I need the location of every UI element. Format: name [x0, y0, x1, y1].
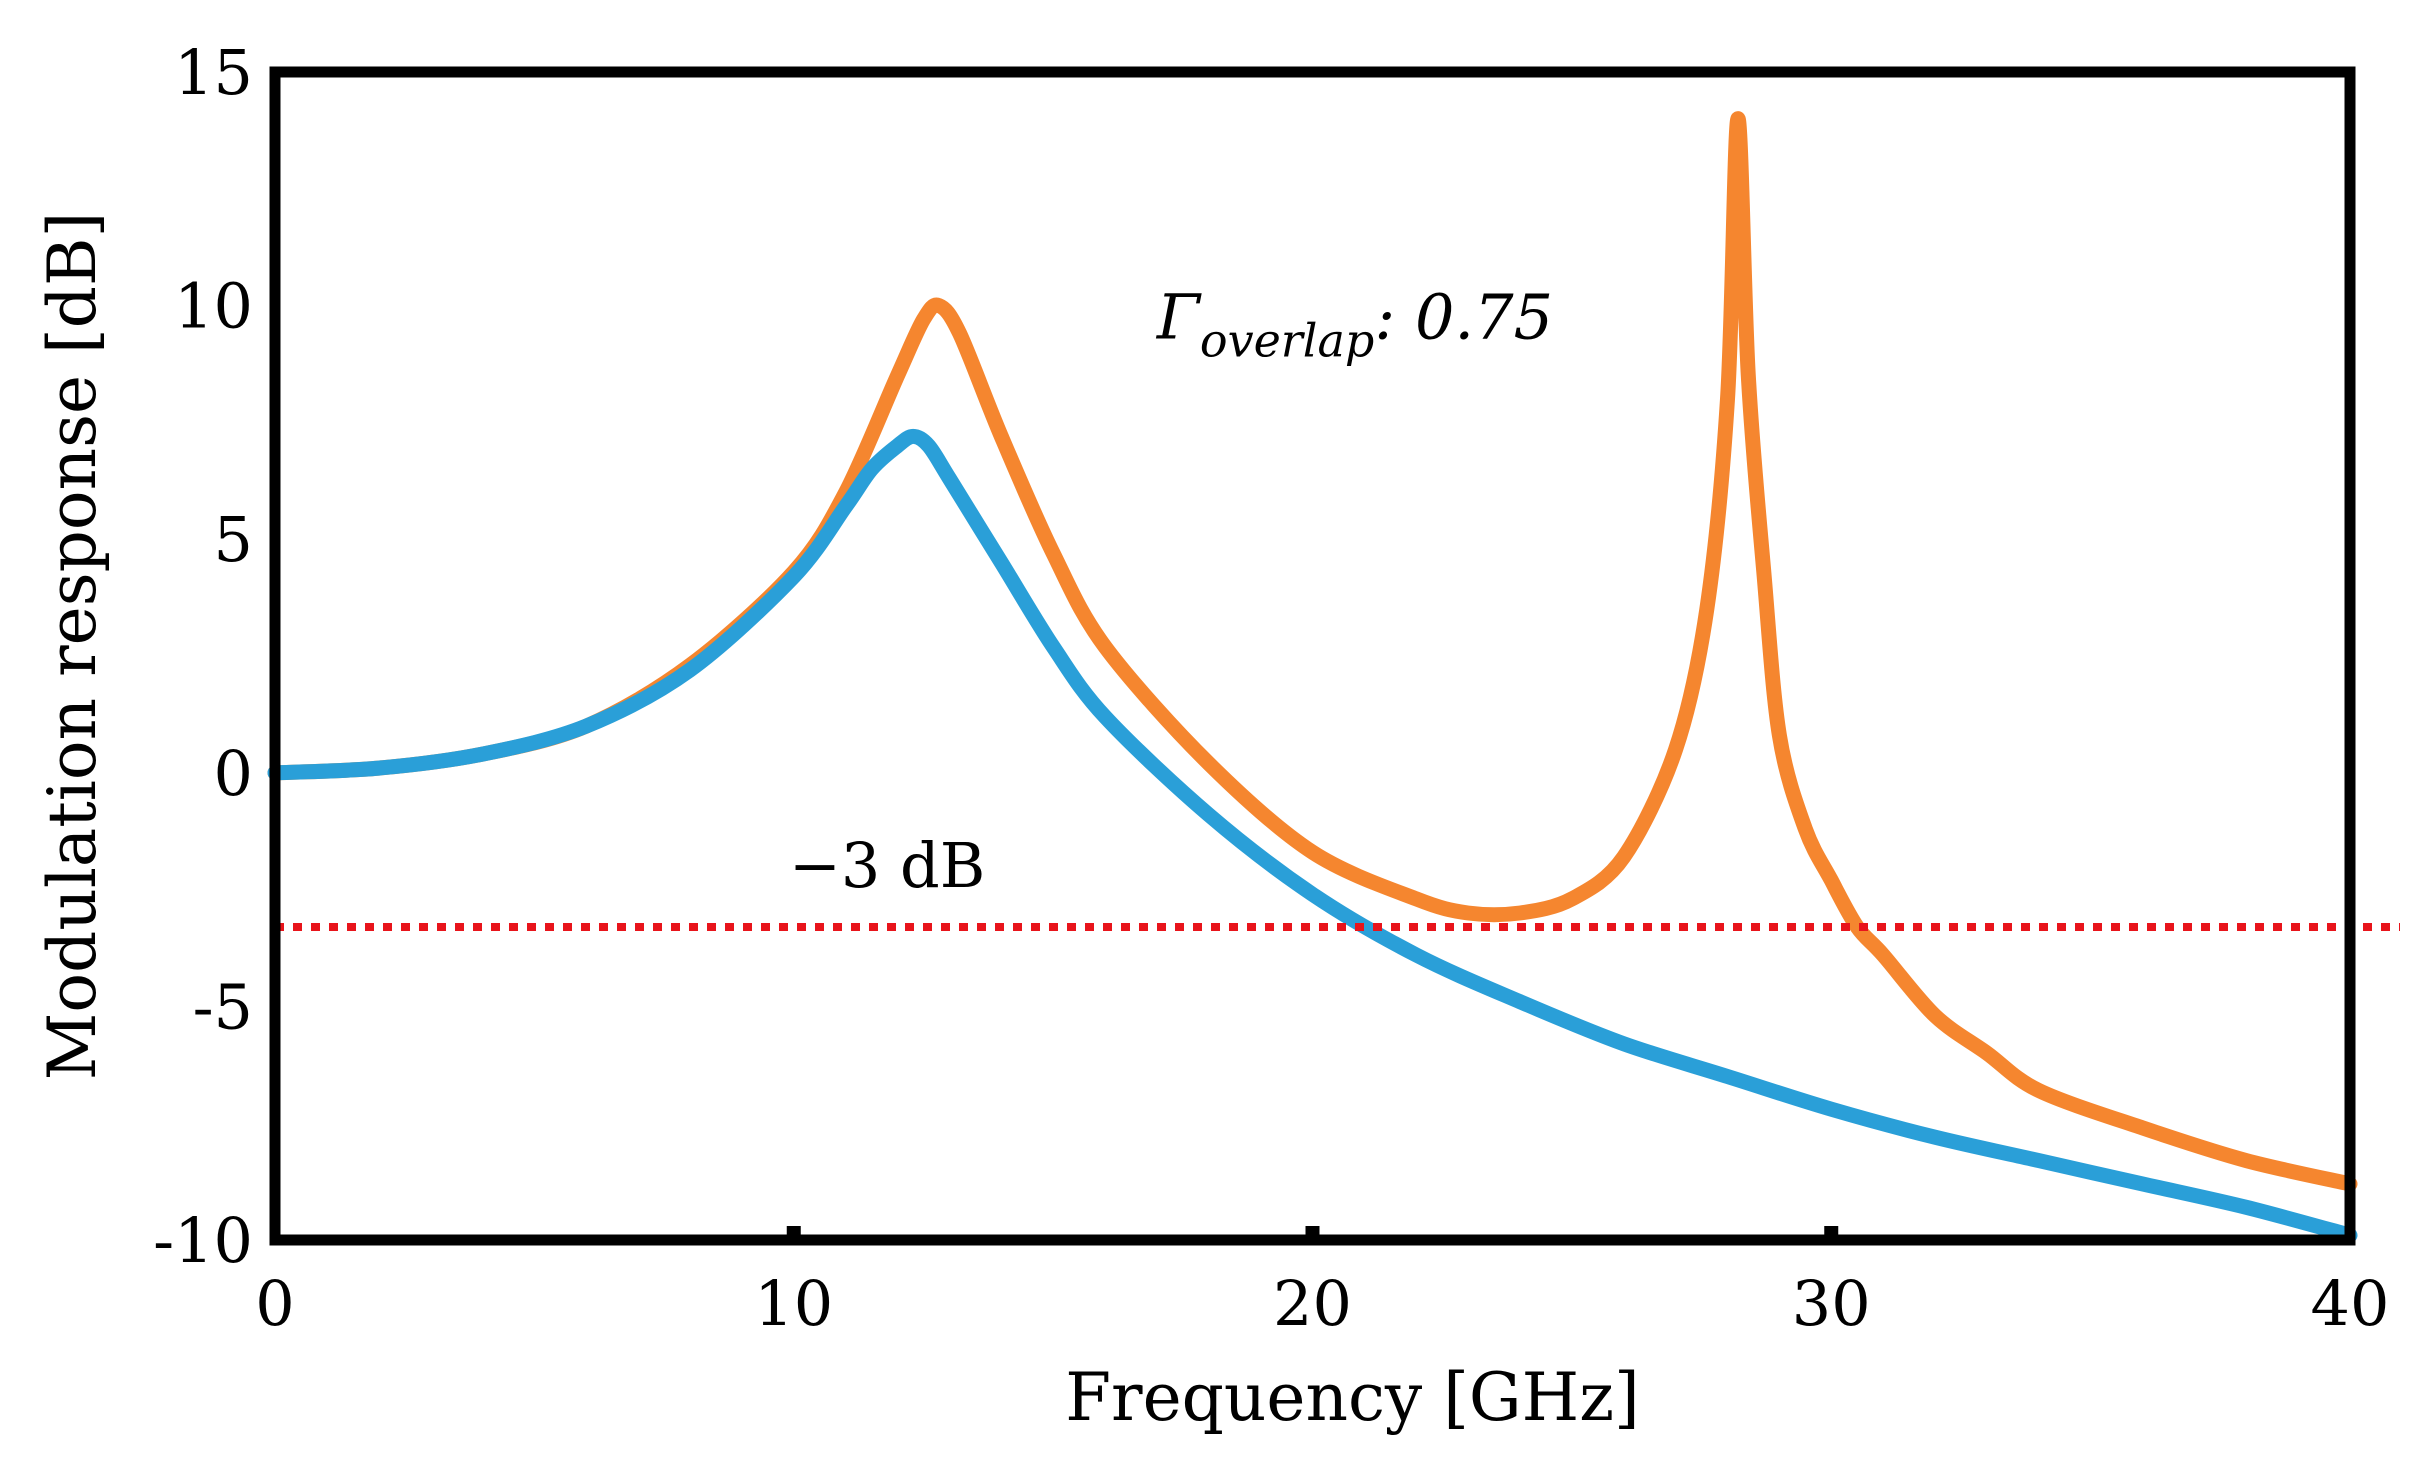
- series-line-blue: [267, 428, 2358, 1243]
- y-tick-label: -10: [153, 1204, 253, 1277]
- annotation-subscript: overlap: [1200, 313, 1374, 367]
- x-tick-label: 20: [1273, 1267, 1352, 1340]
- x-tick-label: 0: [255, 1267, 294, 1340]
- y-axis-title: Modulation response [dB]: [34, 212, 111, 1081]
- series-line-orange: [267, 111, 2358, 1192]
- y-tick-label: -5: [193, 970, 253, 1043]
- x-tick-label: 10: [754, 1267, 833, 1340]
- x-tick-label: 40: [2311, 1267, 2390, 1340]
- annotation-value: : 0.75: [1374, 280, 1553, 353]
- overlap-annotation: Γoverlap: 0.75: [1156, 280, 1553, 367]
- y-tick-label: 0: [214, 737, 253, 810]
- reference-line-label: −3 dB: [789, 829, 985, 902]
- y-tick-label: 5: [214, 503, 253, 576]
- x-axis-title: Frequency [GHz]: [1065, 1359, 1640, 1436]
- annotation-symbol: Γ: [1156, 280, 1202, 353]
- x-tick-label: 30: [1792, 1267, 1871, 1340]
- y-tick-label: 15: [174, 36, 253, 109]
- y-tick-label: 10: [174, 270, 253, 343]
- plot-frame: [269, 66, 2356, 1246]
- plot-area: 0 10 20 30 40 -10 -5 0 5 10 15 Frequency [GHz] Modul…: [34, 36, 2400, 1436]
